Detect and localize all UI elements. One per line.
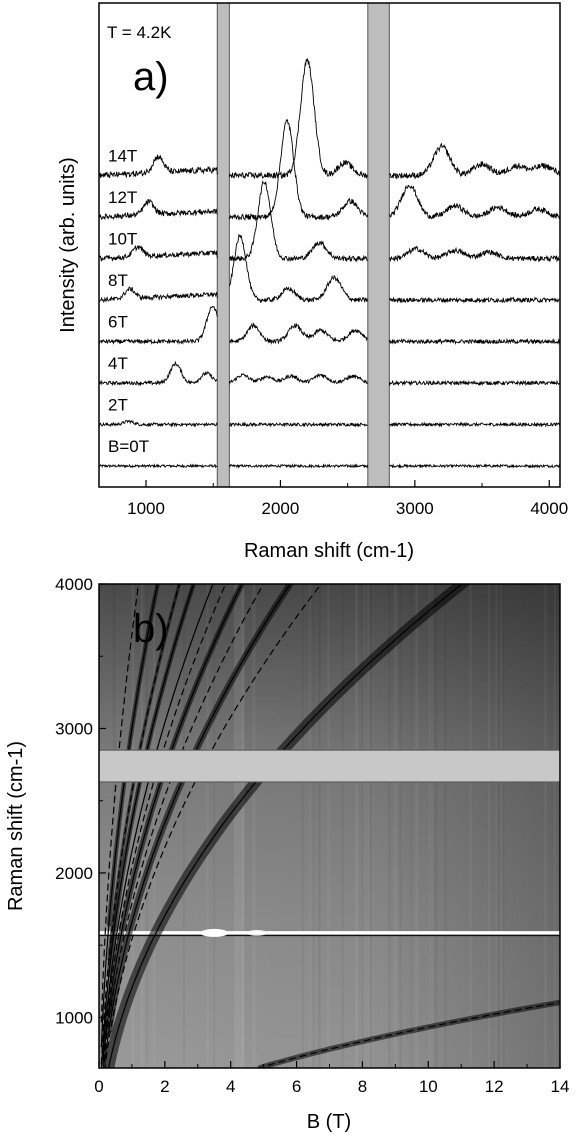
panel-a-field-labels: B=0T 2T 4T 6T 8T 10T 12T 14T [108, 147, 149, 457]
panel-b-fit-lines [100, 584, 560, 1068]
panel-a-plot-area [99, 3, 560, 487]
x-tick-label: 4000 [530, 499, 568, 518]
spectrum-14T [99, 57, 560, 180]
panel-a-label: a) [133, 55, 169, 99]
x-tick-label: 1000 [127, 499, 165, 518]
excluded-band [98, 749, 561, 783]
panel-b: 0 2 4 6 8 10 12 14 1000 2000 3000 4000 b) B (T) Ram… [5, 575, 569, 1133]
panel-b-axes: 0 2 4 6 8 10 12 14 1000 2000 3000 4000 [55, 575, 569, 1096]
spectrum-12T [99, 119, 560, 222]
spectrum-8T [99, 233, 560, 304]
fit-line-solid-5 [100, 584, 159, 1048]
fit-line-solid-0 [107, 584, 463, 1068]
anticrossing-highlight [247, 929, 268, 936]
field-label-8T: 8T [108, 271, 128, 290]
excluded-band-1 [367, 2, 390, 488]
spectrum-10T [99, 180, 560, 263]
x-tick-label: 0 [94, 1077, 103, 1096]
fit-line-dashed-9 [102, 584, 227, 1060]
y-tick-label: 3000 [55, 719, 93, 738]
y-tick-label: 2000 [55, 864, 93, 883]
panel-a-x-axis: 1000 2000 3000 4000 [127, 480, 568, 518]
y-tick-label: 4000 [55, 575, 93, 594]
panel-b-excluded-band [98, 749, 561, 783]
panel-a-x-axis-label: Raman shift (cm-1) [244, 540, 414, 562]
anticrossing-highlight [200, 928, 229, 937]
y-tick-label: 1000 [55, 1008, 93, 1027]
panel-b-label: b) [133, 607, 169, 651]
fit-line-solid-1 [104, 584, 291, 1064]
panel-b-heatmap-shade [99, 584, 560, 1068]
panel-a-spectra [99, 57, 560, 469]
field-label-2T: 2T [108, 396, 128, 415]
fit-line-dashed-7 [104, 584, 322, 1068]
fit-line-solid-3 [102, 584, 214, 1055]
panel-a-y-axis-label: Intensity (arb. units) [57, 157, 79, 333]
field-label-B=0T: B=0T [108, 437, 149, 456]
field-label-6T: 6T [108, 313, 128, 332]
spectrum-2T [99, 419, 560, 428]
fit-line-dashed-8 [102, 584, 265, 1068]
spectrum-B=0T [99, 463, 560, 469]
heatmap-streak [234, 584, 245, 1068]
x-tick-label: 4 [226, 1077, 235, 1096]
spectrum-6T [99, 305, 560, 346]
fit-line-solid-2 [102, 584, 243, 1066]
panel-a-annotation: T = 4.2K [107, 23, 172, 42]
field-label-12T: 12T [108, 188, 137, 207]
x-tick-label: 10 [419, 1077, 438, 1096]
panel-a-frame [98, 2, 561, 488]
panel-b-y-axis-label: Raman shift (cm-1) [5, 741, 27, 911]
excluded-band-0 [216, 2, 230, 488]
x-tick-label: 8 [358, 1077, 367, 1096]
transition-band-5 [107, 584, 182, 961]
panel-b-x-axis-label: B (T) [307, 1111, 351, 1133]
field-label-4T: 4T [108, 354, 128, 373]
x-tick-label: 14 [551, 1077, 570, 1096]
fit-line-dashed-11 [100, 584, 140, 1023]
fit-line-dashed-6 [256, 1002, 560, 1068]
panel-a-excluded-bands [216, 2, 390, 488]
spectrum-4T [99, 360, 560, 387]
fit-line-dashed-10 [100, 584, 180, 1065]
fit-line-solid-4 [100, 584, 195, 1068]
field-label-10T: 10T [108, 230, 137, 249]
x-tick-label: 6 [292, 1077, 301, 1096]
field-label-14T: 14T [108, 147, 137, 166]
x-tick-label: 3000 [396, 499, 434, 518]
x-tick-label: 12 [485, 1077, 504, 1096]
panel-a: B=0T 2T 4T 6T 8T 10T 12T 14T 1000 2000 3000 4000 T… [57, 2, 568, 562]
x-tick-label: 2000 [262, 499, 300, 518]
x-tick-label: 2 [160, 1077, 169, 1096]
